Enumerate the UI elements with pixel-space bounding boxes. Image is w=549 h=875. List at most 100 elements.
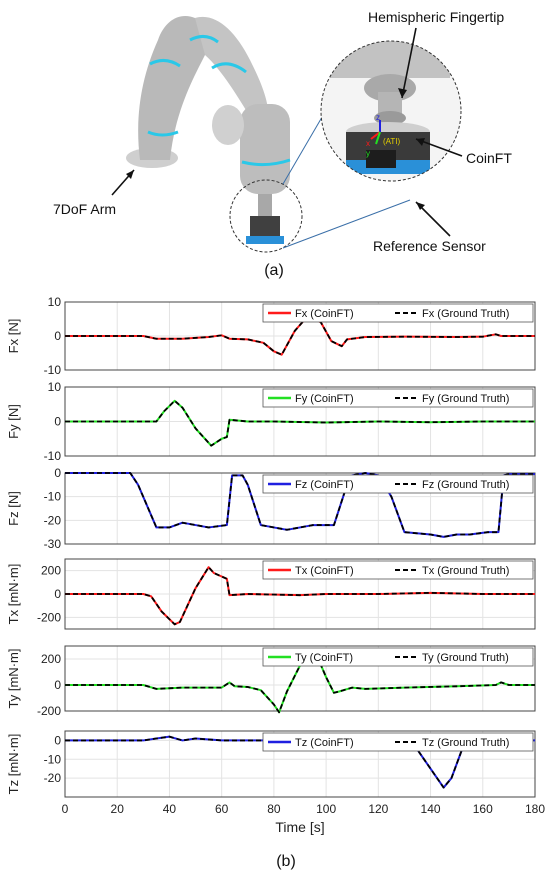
legend-label-coinft: Fx (CoinFT) bbox=[295, 308, 354, 320]
plot-frame bbox=[64, 472, 536, 545]
legend-label-coinft: Ty (CoinFT) bbox=[295, 652, 353, 664]
y-axis-label: Ty [mN·m] bbox=[6, 649, 21, 709]
y-axis-label: Tx [mN·m] bbox=[6, 564, 21, 625]
legend-label-coinft: Tz (CoinFT) bbox=[295, 737, 354, 749]
arm-ring bbox=[149, 59, 181, 68]
x-tick-label: 180 bbox=[525, 802, 545, 816]
x-tick-label: 40 bbox=[163, 802, 177, 816]
reference-label: Reference Sensor bbox=[373, 238, 486, 254]
x-axis-arrow bbox=[370, 131, 381, 140]
coinft-arrow bbox=[415, 138, 463, 157]
panel-b-label: (b) bbox=[276, 853, 296, 870]
zoom-line bbox=[282, 199, 411, 249]
arm-joint bbox=[212, 105, 244, 145]
sensor-plate bbox=[246, 236, 284, 244]
panel-a-annotations: Hemispheric Fingertip CoinFT 7DoF Arm Re… bbox=[53, 9, 512, 279]
arm-link-2 bbox=[195, 16, 269, 126]
y-tick-label: -10 bbox=[44, 449, 62, 463]
legend: Ty (CoinFT) Ty (Ground Truth) bbox=[262, 647, 534, 667]
y-axis-label: Fz [N] bbox=[6, 491, 21, 526]
legend: Fy (CoinFT) Fy (Ground Truth) bbox=[262, 388, 534, 408]
chart-1: -10 0 10 Fx [N] Fx (CoinFT) Fx (Ground Truth) bbox=[6, 295, 536, 377]
y-axis-label: Fy [N] bbox=[6, 404, 21, 439]
legend-label-coinft: Fy (CoinFT) bbox=[295, 393, 354, 405]
arm-label: 7DoF Arm bbox=[53, 201, 116, 217]
y-tick-label: -20 bbox=[44, 771, 62, 785]
chart-2: -10 0 10 Fy [N] Fy (CoinFT) Fy (Ground Truth) bbox=[6, 380, 536, 463]
legend-label-ground-truth: Ty (Ground Truth) bbox=[422, 652, 509, 664]
arm-ring bbox=[241, 158, 291, 167]
arm-link-1 bbox=[138, 16, 209, 160]
x-tick-label: 100 bbox=[316, 802, 336, 816]
x-tick-label: 160 bbox=[473, 802, 493, 816]
y-tick-label: -20 bbox=[44, 513, 62, 527]
legend-label-ground-truth: Tx (Ground Truth) bbox=[422, 565, 509, 577]
arm-ring bbox=[211, 62, 247, 74]
y-tick-label: 200 bbox=[41, 564, 61, 578]
x-tick-label: 20 bbox=[111, 802, 125, 816]
y-tick-label: 200 bbox=[41, 652, 61, 666]
axis-x-label: x bbox=[366, 139, 370, 148]
legend: Tz (CoinFT) Tz (Ground Truth) bbox=[262, 732, 534, 752]
legend-label-ground-truth: Fz (Ground Truth) bbox=[422, 479, 509, 491]
plot-frame bbox=[64, 730, 536, 798]
y-tick-label: 10 bbox=[48, 295, 62, 309]
legend: Fx (CoinFT) Fx (Ground Truth) bbox=[262, 303, 534, 323]
y-tick-label: 0 bbox=[54, 329, 61, 343]
robot-photo: x y z (ATI) bbox=[126, 16, 462, 253]
chart-4: -200 0 200 Tx [mN·m] Tx (CoinFT) Tx (Ground T… bbox=[6, 558, 536, 630]
axis-z-label: z bbox=[376, 113, 380, 122]
chart-stack: -10 0 10 Fx [N] Fx (CoinFT) Fx (Ground Truth)… bbox=[6, 295, 545, 835]
chart-5: -200 0 200 Ty [mN·m] Ty (CoinFT) Ty (Ground T… bbox=[6, 645, 536, 718]
x-tick-label: 0 bbox=[62, 802, 69, 816]
coinft-arrowhead bbox=[416, 138, 425, 146]
y-tick-label: -30 bbox=[44, 537, 62, 551]
sensor-stack bbox=[250, 216, 280, 236]
fingertip-arrow bbox=[401, 27, 417, 99]
x-tick-label: 140 bbox=[421, 802, 441, 816]
x-axis-label: Time [s] bbox=[275, 819, 324, 835]
y-axis-label: Tz [mN·m] bbox=[6, 734, 21, 795]
zoom-circle bbox=[320, 40, 462, 182]
y-tick-label: 0 bbox=[54, 733, 61, 747]
series-ground-truth-line bbox=[65, 566, 535, 626]
axis-y-label: y bbox=[366, 149, 370, 158]
arm-ring bbox=[189, 35, 219, 44]
legend-label-ground-truth: Fx (Ground Truth) bbox=[422, 308, 509, 320]
legend-label-ground-truth: Tz (Ground Truth) bbox=[422, 737, 509, 749]
chart-3: -30 -20 -10 0 Fz [N] Fz (CoinFT) Fz (Ground Tr… bbox=[6, 466, 536, 551]
plot-frame bbox=[64, 645, 536, 712]
reference-arrowhead bbox=[416, 202, 425, 210]
legend-label-coinft: Fz (CoinFT) bbox=[295, 479, 354, 491]
end-effector bbox=[258, 194, 272, 216]
zoom-view bbox=[321, 41, 461, 181]
y-tick-label: -10 bbox=[44, 752, 62, 766]
panel-a-label: (a) bbox=[264, 262, 284, 279]
y-tick-label: -200 bbox=[37, 704, 61, 718]
y-axis-arrow bbox=[375, 131, 381, 145]
arm-wrist bbox=[240, 104, 290, 194]
series-ground-truth-line bbox=[65, 472, 535, 538]
fingertip-arrowhead bbox=[398, 88, 407, 98]
y-tick-label: 0 bbox=[54, 587, 61, 601]
legend-label-coinft: Tx (CoinFT) bbox=[295, 565, 354, 577]
chart-6: -20 -10 0 0 20 40 60 80 100 120 140 160 180 Time [s] T… bbox=[6, 730, 545, 835]
arm-arrowhead bbox=[126, 170, 134, 179]
y-tick-label: -10 bbox=[44, 363, 62, 377]
y-tick-label: -10 bbox=[44, 490, 62, 504]
legend: Fz (CoinFT) Fz (Ground Truth) bbox=[262, 474, 534, 494]
coinft-label: CoinFT bbox=[466, 150, 512, 166]
fingertip-label: Hemispheric Fingertip bbox=[368, 9, 504, 25]
legend: Tx (CoinFT) Tx (Ground Truth) bbox=[262, 560, 534, 580]
y-tick-label: 0 bbox=[54, 678, 61, 692]
x-tick-label: 60 bbox=[215, 802, 229, 816]
y-tick-label: -200 bbox=[37, 610, 61, 624]
series-coinft-line bbox=[65, 399, 535, 447]
arm-ring bbox=[147, 130, 179, 137]
x-tick-label: 80 bbox=[267, 802, 281, 816]
y-axis-label: Fx [N] bbox=[6, 319, 21, 354]
y-tick-label: 10 bbox=[48, 380, 62, 394]
y-tick-label: 0 bbox=[54, 415, 61, 429]
series-ground-truth-line bbox=[65, 399, 535, 447]
